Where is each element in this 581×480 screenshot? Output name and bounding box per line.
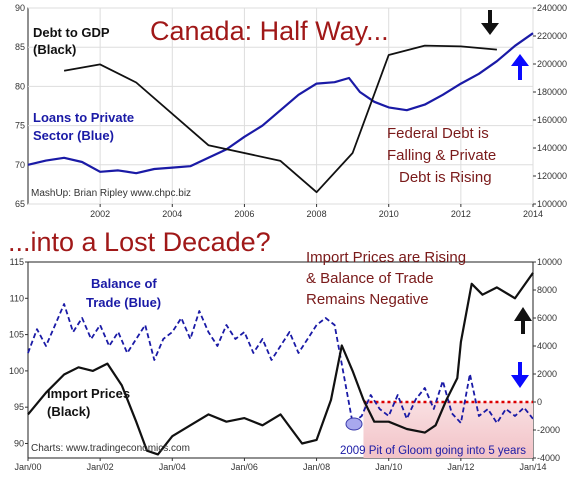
bottom-left-tick-label: 105 bbox=[9, 330, 24, 340]
bottom-left-tick-label: 90 bbox=[14, 438, 24, 448]
top-x-axis: 2002 2004 2006 2008 2010 2012 2014 bbox=[90, 204, 543, 219]
top-left-tick-label: 65 bbox=[15, 199, 25, 209]
top-note-line1: Federal Debt is bbox=[387, 125, 489, 142]
bottom-x-axis: Jan/00 Jan/02 Jan/04 Jan/06 Jan/08 Jan/10 Jan/… bbox=[14, 458, 547, 472]
loans-label-line1: Loans to Private bbox=[33, 110, 134, 125]
bottom-left-axis: 90 95 100 105 110 115 bbox=[9, 257, 28, 448]
top-right-tick-label: 160000 bbox=[537, 115, 567, 125]
pit-annotation: 2009 Pit of Gloom going into 5 years bbox=[340, 445, 526, 457]
balance-label-line2: Trade (Blue) bbox=[86, 295, 161, 310]
top-right-tick-label: 200000 bbox=[537, 59, 567, 69]
loans-to-private-sector-line bbox=[27, 32, 534, 175]
top-right-tick-label: 140000 bbox=[537, 143, 567, 153]
bottom-note-line1: Import Prices are Rising bbox=[306, 249, 466, 266]
bottom-right-tick-label: -2000 bbox=[537, 425, 560, 435]
top-right-tick-label: 240000 bbox=[537, 3, 567, 13]
top-left-tick-label: 90 bbox=[15, 3, 25, 13]
top-right-tick-label: 220000 bbox=[537, 31, 567, 41]
top-left-axis: 65 70 75 80 85 90 bbox=[15, 3, 25, 209]
bottom-right-tick-label: 10000 bbox=[537, 257, 562, 267]
top-x-tick-label: 2010 bbox=[379, 209, 399, 219]
bottom-right-tick-label: 8000 bbox=[537, 285, 557, 295]
top-right-tick-label: 180000 bbox=[537, 87, 567, 97]
bottom-right-tick-label: 4000 bbox=[537, 341, 557, 351]
bottom-x-tick-label: Jan/04 bbox=[159, 462, 186, 472]
blue-up-arrow-icon bbox=[511, 54, 529, 80]
bottom-headline: ...into a Lost Decade? bbox=[8, 227, 271, 257]
bottom-x-tick-label: Jan/06 bbox=[231, 462, 258, 472]
import-prices-line bbox=[27, 272, 534, 456]
balance-of-trade-line bbox=[27, 303, 534, 424]
bottom-right-tick-label: 0 bbox=[537, 397, 542, 407]
top-left-tick-label: 75 bbox=[15, 121, 25, 131]
debt-label-line2: (Black) bbox=[33, 42, 76, 57]
bottom-x-tick-label: Jan/12 bbox=[447, 462, 474, 472]
top-chart: 65 70 75 80 85 90 100000 120000 140000 160000 180… bbox=[15, 3, 567, 219]
pit-marker bbox=[345, 417, 363, 431]
bottom-series-group bbox=[27, 272, 534, 456]
black-down-arrow-icon bbox=[481, 10, 499, 35]
top-x-tick-label: 2006 bbox=[234, 209, 254, 219]
bottom-x-tick-label: Jan/14 bbox=[519, 462, 546, 472]
import-label-line1: Import Prices bbox=[47, 386, 130, 401]
top-right-axis: 100000 120000 140000 160000 180000 200000 2200… bbox=[533, 3, 567, 209]
bottom-chart: 90 95 100 105 110 115 -4000 -2000 0 2000 4000 6000… bbox=[8, 227, 562, 472]
bottom-right-tick-label: 2000 bbox=[537, 369, 557, 379]
bottom-x-tick-label: Jan/08 bbox=[303, 462, 330, 472]
black-up-arrow-icon bbox=[514, 307, 532, 334]
bottom-right-tick-label: -4000 bbox=[537, 453, 560, 463]
top-x-tick-label: 2002 bbox=[90, 209, 110, 219]
bottom-note-line2: & Balance of Trade bbox=[306, 270, 434, 287]
top-right-tick-label: 120000 bbox=[537, 171, 567, 181]
bottom-x-tick-label: Jan/00 bbox=[14, 462, 41, 472]
debt-label-line1: Debt to GDP bbox=[33, 25, 110, 40]
bottom-left-tick-label: 115 bbox=[10, 257, 24, 267]
top-x-tick-label: 2004 bbox=[162, 209, 182, 219]
top-credit: MashUp: Brian Ripley www.chpc.biz bbox=[31, 188, 191, 199]
top-right-tick-label: 100000 bbox=[537, 199, 567, 209]
top-x-tick-label: 2014 bbox=[523, 209, 543, 219]
top-left-tick-label: 80 bbox=[15, 81, 25, 91]
balance-label-line1: Balance of bbox=[91, 276, 157, 291]
import-label-line2: (Black) bbox=[47, 404, 90, 419]
top-headline: Canada: Half Way... bbox=[150, 16, 389, 46]
top-left-tick-label: 85 bbox=[15, 42, 25, 52]
bottom-x-tick-label: Jan/02 bbox=[87, 462, 114, 472]
bottom-x-tick-label: Jan/10 bbox=[375, 462, 402, 472]
bottom-left-tick-label: 110 bbox=[10, 293, 24, 303]
top-x-tick-label: 2008 bbox=[307, 209, 327, 219]
blue-down-arrow-icon bbox=[511, 362, 529, 388]
bottom-note-line3: Remains Negative bbox=[306, 291, 429, 308]
bottom-credit: Charts: www.tradingeconomics.com bbox=[31, 443, 190, 454]
top-series-group bbox=[27, 32, 534, 194]
top-note-line3: Debt is Rising bbox=[399, 169, 492, 186]
top-x-tick-label: 2012 bbox=[451, 209, 471, 219]
debt-to-gdp-line bbox=[63, 44, 497, 194]
top-note-line2: Falling & Private bbox=[387, 147, 496, 164]
bottom-right-tick-label: 6000 bbox=[537, 313, 557, 323]
loans-label-line2: Sector (Blue) bbox=[33, 128, 114, 143]
top-left-tick-label: 70 bbox=[15, 160, 25, 170]
bottom-left-tick-label: 100 bbox=[9, 366, 24, 376]
bottom-right-axis: -4000 -2000 0 2000 4000 6000 8000 10000 bbox=[533, 257, 562, 463]
bottom-left-tick-label: 95 bbox=[14, 402, 24, 412]
